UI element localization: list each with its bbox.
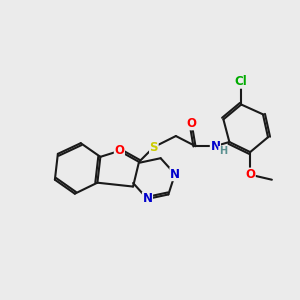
- Text: H: H: [219, 146, 227, 157]
- Text: N: N: [170, 168, 180, 181]
- Text: Cl: Cl: [235, 75, 247, 88]
- Text: S: S: [150, 140, 158, 154]
- Text: N: N: [210, 140, 220, 153]
- Text: O: O: [114, 144, 124, 158]
- Text: O: O: [187, 117, 196, 130]
- Text: N: N: [142, 192, 152, 206]
- Text: O: O: [245, 168, 255, 181]
